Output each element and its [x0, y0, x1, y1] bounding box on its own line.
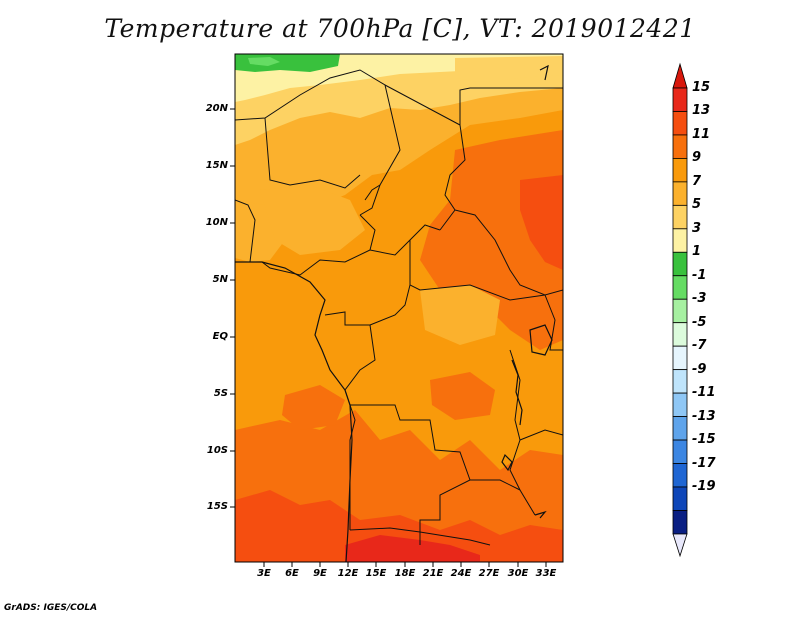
colorbar-swatch [672, 134, 688, 159]
lon-label-9e: 9E [313, 568, 327, 579]
colorbar-label: -11 [692, 385, 716, 401]
colorbar-swatch [672, 322, 688, 347]
colorbar-label: 1 [692, 244, 702, 260]
colorbar-swatch [672, 275, 688, 300]
colorbar-swatch [672, 510, 688, 535]
colorbar-top-triangle [672, 62, 688, 89]
map-title: Temperature at 700hPa [C], VT: 201901242… [104, 14, 696, 43]
colorbar-swatch [672, 369, 688, 394]
map-frame [234, 53, 564, 563]
lat-label-5s: 5S [213, 388, 228, 399]
lon-label-21e: 21E [422, 568, 444, 579]
colorbar-label: 3 [692, 220, 702, 236]
colorbar-swatch [672, 298, 688, 324]
lon-label-18e: 18E [394, 568, 416, 579]
colorbar-swatch [672, 228, 688, 253]
map-panel [230, 53, 564, 567]
lat-label-20n: 20N [205, 103, 228, 114]
colorbar-label: 15 [692, 80, 711, 95]
colorbar-label: -17 [692, 455, 716, 471]
colorbar-swatch [672, 204, 688, 230]
colorbar-swatch [672, 486, 688, 511]
lat-label-10s: 10S [206, 445, 228, 456]
colorbar-bottom-triangle [672, 533, 688, 558]
lat-label-15s: 15S [206, 501, 228, 512]
field-band-minus3-minus1 [248, 57, 280, 66]
field-band-5-7-west [235, 200, 285, 262]
colorbar [672, 62, 688, 558]
colorbar-swatch [672, 463, 688, 488]
colorbar-label: 7 [692, 173, 702, 189]
lon-label-12e: 12E [337, 568, 359, 579]
lon-label-30e: 30E [507, 568, 529, 579]
colorbar-swatch [672, 87, 688, 112]
lat-label-eq: EQ [212, 331, 228, 342]
colorbar-swatch [672, 181, 688, 206]
colorbar-label: -3 [692, 291, 707, 307]
field-band-11-13-congo [430, 372, 495, 420]
axis-ticks [230, 108, 547, 567]
lon-label-6e: 6E [285, 568, 299, 579]
field-band-11-13-central [282, 385, 345, 430]
lat-label-5n: 5N [212, 274, 228, 285]
colorbar-swatch [672, 111, 688, 136]
colorbar-swatch [672, 392, 688, 417]
colorbar-swatch [672, 439, 688, 464]
colorbar-label: -13 [692, 408, 716, 424]
colorbar-label: -7 [692, 338, 707, 354]
lon-label-3e: 3E [257, 568, 271, 579]
field-band-5-7-central [260, 185, 365, 255]
grads-credit: GrADS: IGES/COLA [4, 603, 98, 613]
colorbar-swatch [672, 345, 688, 371]
field-band-13-15-south [235, 490, 563, 562]
colorbar-swatch [672, 158, 688, 183]
colorbar-label: 11 [692, 126, 711, 142]
lon-label-27e: 27E [478, 568, 500, 579]
colorbar-label: -15 [692, 432, 716, 448]
lat-label-15n: 15N [205, 160, 228, 171]
colorbar-label: -1 [692, 267, 707, 283]
field-band-3-5-north-east [455, 56, 563, 82]
colorbar-label: 9 [692, 150, 702, 166]
colorbar-swatch [672, 416, 688, 441]
colorbar-label: 13 [692, 103, 711, 119]
colorbar-swatch [672, 251, 688, 277]
field-band-13-15-east [520, 175, 563, 270]
field-band-15-plus [345, 535, 480, 562]
colorbar-label: -19 [692, 478, 716, 494]
lon-label-15e: 15E [365, 568, 387, 579]
colorbar-label: 5 [692, 197, 702, 213]
country-borders [235, 69, 563, 546]
lat-label-10n: 10N [205, 217, 228, 228]
lon-label-33e: 33E [535, 568, 557, 579]
colorbar-label: -9 [692, 361, 707, 377]
coastlines [235, 64, 553, 562]
lon-label-24e: 24E [450, 568, 472, 579]
field-band-9-11-patch [420, 285, 500, 345]
colorbar-label: -5 [692, 314, 707, 330]
